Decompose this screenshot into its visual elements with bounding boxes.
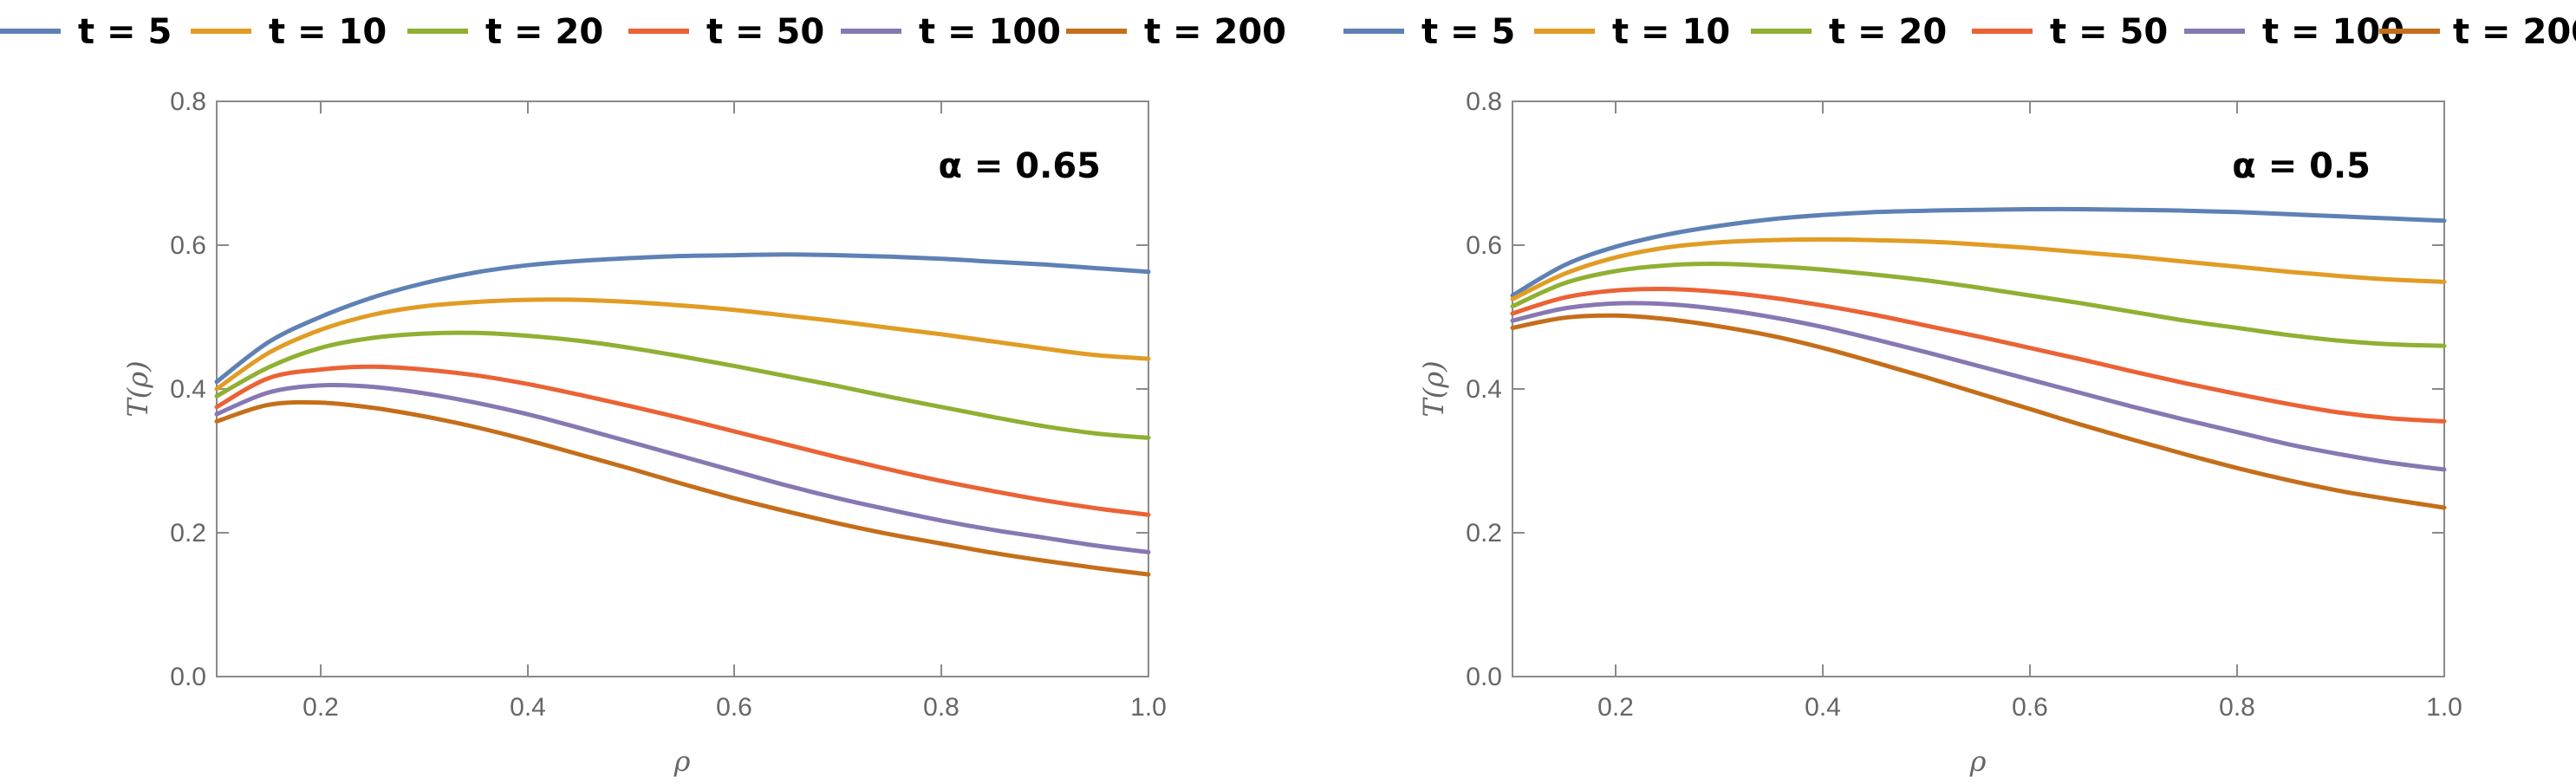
x-tick-label-2-3: 0.8 (2219, 693, 2255, 722)
legend-1-label-t100: t = 100 (919, 12, 1061, 52)
legend-2: t = 5 t = 10 t = 20 t = 50 t = 100 t = 2… (1343, 12, 2576, 52)
y-tick-label-2-0: 0.0 (1466, 663, 1502, 691)
y-axis-1: 0.0 0.2 0.4 0.6 0.8 T(ρ) (121, 87, 1148, 691)
series-line-1-t10 (214, 297, 1151, 392)
y-tick-label-1-3: 0.6 (170, 231, 206, 260)
alpha-annotation-1: α = 0.65 (938, 146, 1101, 186)
y-tick-label-1-0: 0.0 (170, 663, 206, 691)
plot-frame-2 (1512, 100, 2445, 677)
legend-1-label-t10: t = 10 (269, 12, 387, 52)
series-line-2-t20 (1510, 262, 2447, 348)
x-tick-label-1-3: 0.8 (923, 693, 959, 722)
legend-1-label-t20: t = 20 (485, 12, 603, 52)
y-tick-label-1-1: 0.2 (170, 519, 206, 548)
x-tick-label-2-4: 1.0 (2426, 693, 2462, 722)
alpha-annotation-2: α = 0.5 (2232, 146, 2371, 186)
x-axis-label-2: ρ (1969, 745, 1987, 778)
x-tick-label-2-1: 0.4 (1805, 693, 1841, 722)
series-line-2-t200 (1510, 313, 2447, 510)
series-line-1-t50 (214, 364, 1151, 517)
x-tick-label-1-2: 0.6 (716, 693, 752, 722)
x-axis-2: 0.2 0.4 0.6 0.8 1.0 ρ (1597, 101, 2462, 778)
legend-1-label-t200: t = 200 (1144, 12, 1286, 52)
y-tick-label-1-2: 0.4 (170, 375, 206, 404)
x-tick-label-1-0: 0.2 (302, 693, 339, 722)
y-tick-label-2-2: 0.4 (1466, 375, 1502, 404)
legend-2-label-t20: t = 20 (1829, 12, 1947, 52)
x-axis-1: 0.2 0.4 0.6 0.8 1.0 ρ (302, 101, 1167, 778)
y-tick-label-2-4: 0.8 (1466, 87, 1502, 116)
legend-1-label-t5: t = 5 (78, 12, 172, 52)
x-tick-label-2-0: 0.2 (1597, 693, 1634, 722)
legend-1: t = 5 t = 10 t = 20 t = 50 t = 100 t = 2… (0, 12, 1286, 52)
series-line-2-t5 (1510, 206, 2447, 298)
y-tick-label-2-1: 0.2 (1466, 519, 1502, 548)
x-tick-label-2-2: 0.6 (2012, 693, 2048, 722)
x-tick-label-1-1: 0.4 (510, 693, 546, 722)
plot-frame-1 (216, 100, 1149, 677)
y-tick-label-2-3: 0.6 (1466, 231, 1502, 260)
legend-2-label-t50: t = 50 (2050, 12, 2168, 52)
series-line-1-t20 (214, 330, 1151, 440)
series-line-2-t100 (1510, 301, 2447, 472)
series-group-1 (214, 252, 1151, 577)
legend-2-label-t200: t = 200 (2453, 12, 2576, 52)
x-axis-label-1: ρ (673, 745, 691, 778)
y-tick-label-1-4: 0.8 (170, 87, 206, 116)
chart-panel-1: t = 5 t = 10 t = 20 t = 50 t = 100 t = 2… (0, 12, 1286, 778)
y-axis-2: 0.0 0.2 0.4 0.6 0.8 T(ρ) (1417, 87, 2444, 691)
series-line-1-t200 (214, 399, 1151, 577)
y-axis-label-1: T(ρ) (121, 360, 154, 417)
x-tick-label-1-4: 1.0 (1130, 693, 1167, 722)
legend-2-label-t10: t = 10 (1612, 12, 1730, 52)
series-line-1-t5 (214, 252, 1151, 385)
series-line-1-t100 (214, 382, 1151, 554)
legend-2-label-t5: t = 5 (1421, 12, 1515, 52)
chart-panel-2: t = 5 t = 10 t = 20 t = 50 t = 100 t = 2… (1343, 12, 2576, 778)
series-group-2 (1510, 206, 2447, 510)
legend-1-label-t50: t = 50 (706, 12, 824, 52)
y-axis-label-2: T(ρ) (1417, 360, 1450, 417)
series-line-2-t50 (1510, 287, 2447, 424)
series-line-2-t10 (1510, 236, 2447, 301)
